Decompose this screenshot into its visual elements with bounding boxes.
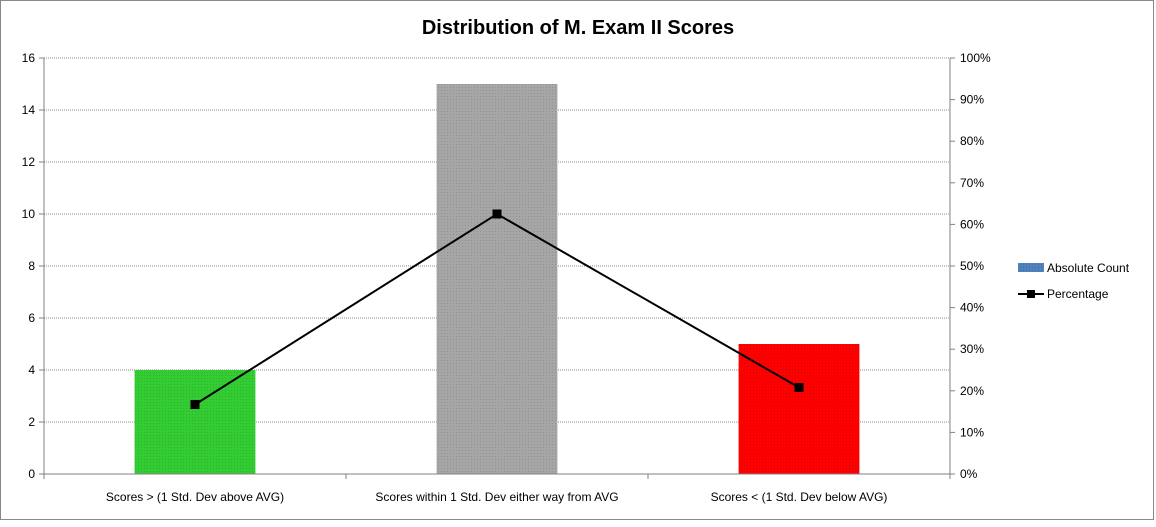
y-tick-label-right: 80% [960,134,984,148]
chart-title: Distribution of M. Exam II Scores [422,17,734,39]
legend-marker-percentage [1027,290,1035,298]
bar-texture [134,370,256,474]
axes: 0 2 4 6 8 10 12 14 16 0% 10% 20% 30% 40% 50% 60% 70% 80% 9… [22,51,991,504]
bar-texture [436,84,558,474]
y-tick-label-right: 30% [960,342,984,356]
y-tick-label-left: 14 [22,103,36,117]
y-tick-label-left: 16 [22,51,36,65]
bar-texture [738,344,860,474]
x-tick-label: Scores within 1 Std. Dev either way from… [375,490,618,504]
legend-label-percentage: Percentage [1047,287,1109,301]
y-tick-label-right: 60% [960,217,984,231]
y-tick-label-right: 100% [960,51,991,65]
y-tick-label-left: 4 [28,363,35,377]
y-tick-label-left: 0 [28,467,35,481]
x-tick-label: Scores > (1 Std. Dev above AVG) [106,490,284,504]
y-tick-label-right: 50% [960,259,984,273]
legend-label-absolute-count: Absolute Count [1047,261,1130,275]
y-tick-label-right: 40% [960,301,984,315]
percentage-marker [190,400,200,410]
x-tick-label: Scores < (1 Std. Dev below AVG) [711,490,888,504]
y-tick-label-left: 10 [22,207,36,221]
y-tick-label-left: 8 [28,259,35,273]
percentage-line [190,209,804,410]
y-tick-label-right: 90% [960,93,984,107]
y-tick-label-right: 20% [960,384,984,398]
percentage-marker [492,209,502,219]
y-tick-label-right: 10% [960,425,984,439]
y-tick-label-right: 70% [960,176,984,190]
bars [134,84,860,474]
y-tick-label-right: 0% [960,467,978,481]
y-tick-label-left: 2 [28,415,35,429]
y-tick-label-left: 6 [28,311,35,325]
y-tick-label-left: 12 [22,155,36,169]
legend-swatch-texture [1018,263,1044,272]
percentage-marker [794,382,804,392]
legend: Absolute Count Percentage [1018,261,1130,301]
